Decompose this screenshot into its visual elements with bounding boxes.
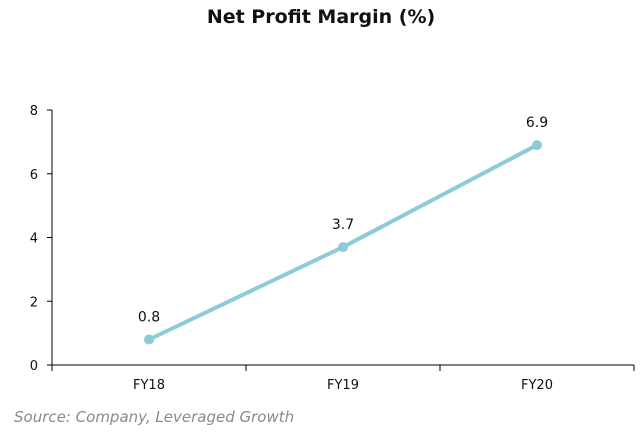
chart-marks: 0.8 3.7 6.9 [138, 115, 548, 345]
data-label: 3.7 [332, 217, 354, 233]
y-tick-label: 6 [30, 168, 38, 183]
y-tick-label: 4 [30, 232, 38, 247]
x-tick-label: FY19 [327, 378, 359, 393]
y-tick-label: 8 [30, 104, 38, 119]
x-tick-label: FY20 [521, 378, 553, 393]
y-tick-label: 0 [30, 359, 38, 374]
chart-title: Net Profit Margin (%) [206, 6, 436, 28]
data-label: 6.9 [526, 115, 548, 131]
data-point [338, 242, 348, 253]
x-tick-label: FY18 [133, 378, 165, 393]
chart-axes: 0 2 4 6 8 FY18 FY19 FY20 [30, 104, 635, 393]
data-point [532, 140, 542, 151]
source-note: Source: Company, Leveraged Growth [14, 408, 295, 426]
data-label: 0.8 [138, 310, 160, 326]
y-tick-label: 2 [30, 295, 38, 310]
data-point [144, 334, 154, 345]
